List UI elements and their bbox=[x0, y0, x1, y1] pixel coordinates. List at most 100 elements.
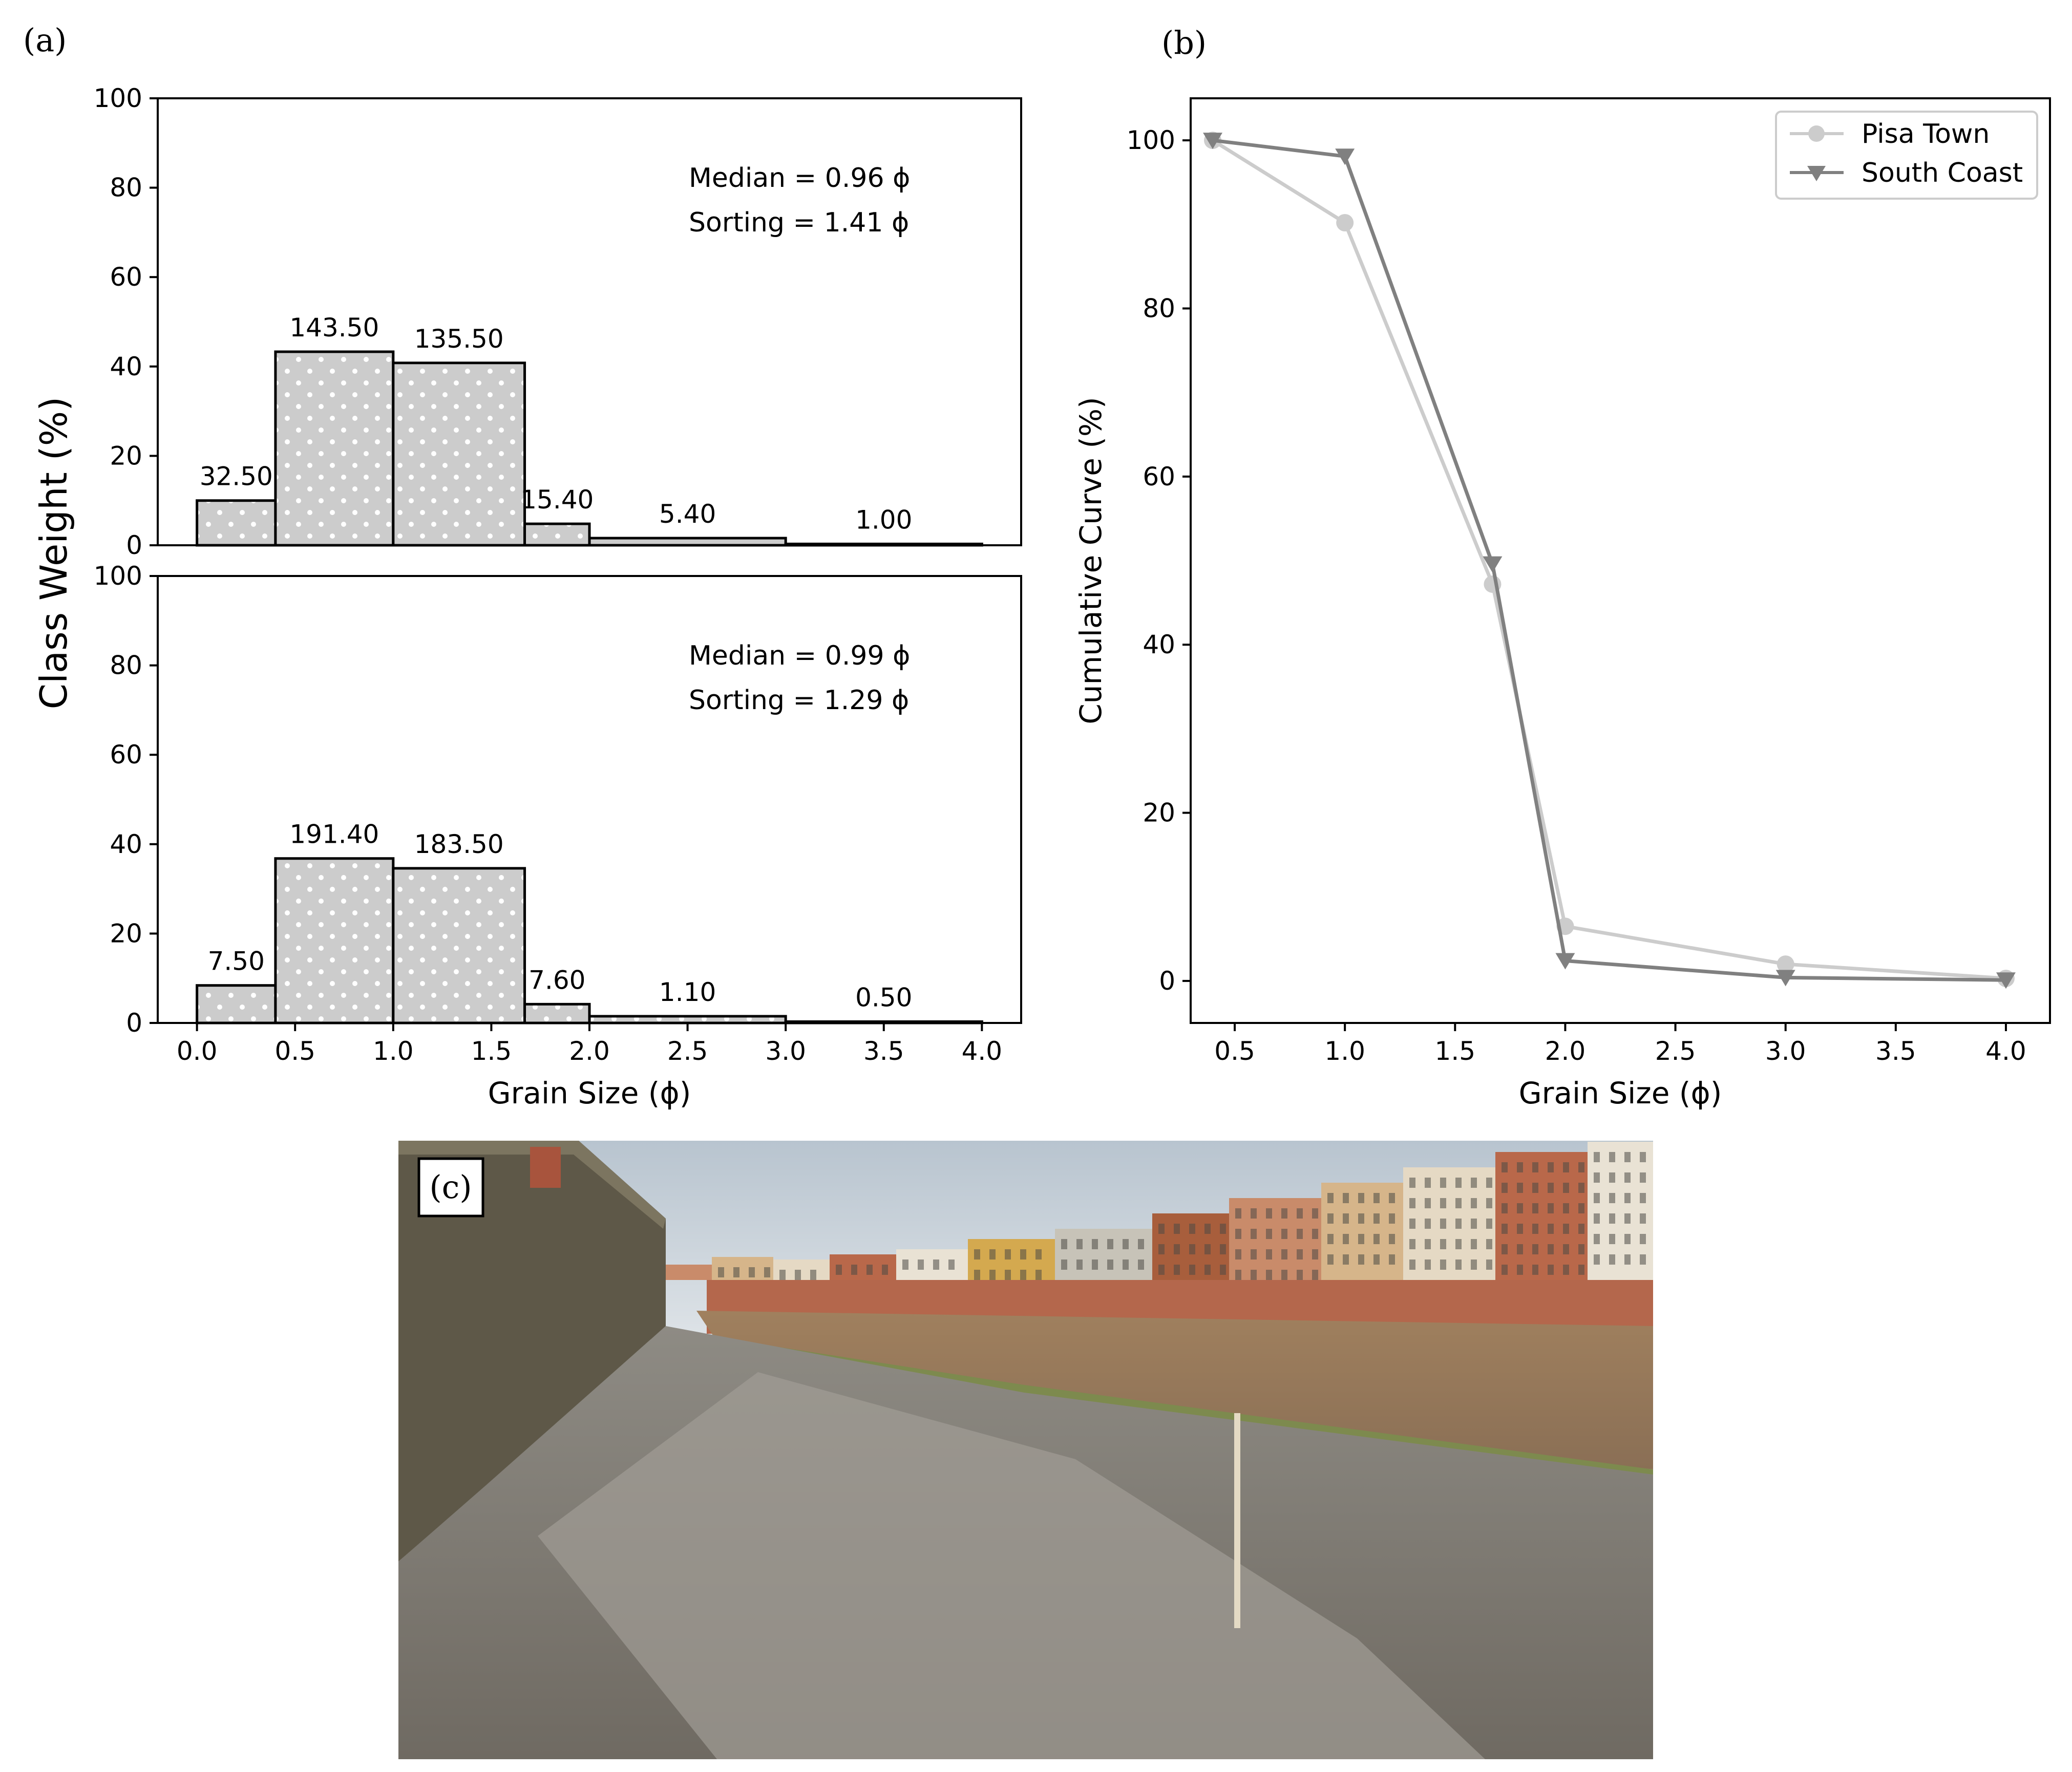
photo-window bbox=[779, 1270, 786, 1280]
histogram-top: 32.50 143.50 135.50 15.40 5.40 1.00 0 20 40 60 80… bbox=[94, 83, 1022, 560]
photo-window bbox=[989, 1249, 996, 1259]
photo-window bbox=[1594, 1213, 1600, 1224]
photo-window bbox=[1389, 1213, 1395, 1224]
photo-window bbox=[1092, 1239, 1098, 1249]
photo-wall bbox=[398, 1141, 666, 1562]
photo-window bbox=[1609, 1152, 1615, 1162]
histogram-bar-outline bbox=[588, 537, 787, 547]
photo-window bbox=[1235, 1249, 1241, 1259]
photo-window bbox=[1578, 1162, 1584, 1172]
photo-window bbox=[1563, 1203, 1569, 1213]
photo-window bbox=[1297, 1249, 1303, 1259]
photo-window bbox=[1609, 1193, 1615, 1203]
photo-window bbox=[1563, 1265, 1569, 1275]
photo-window bbox=[1455, 1239, 1462, 1249]
bar-value-label: 191.40 bbox=[289, 820, 379, 849]
photo-window bbox=[851, 1265, 857, 1275]
photo-window bbox=[1189, 1265, 1195, 1275]
panel-label-c: (c) bbox=[429, 1168, 472, 1206]
photo-window bbox=[1640, 1234, 1646, 1244]
photo-window bbox=[1204, 1265, 1211, 1275]
photo-window bbox=[1281, 1270, 1287, 1280]
photo-window bbox=[1563, 1224, 1569, 1234]
y-tick-label: 100 bbox=[94, 561, 142, 591]
photo-window bbox=[1220, 1244, 1226, 1254]
data-point bbox=[1555, 953, 1575, 970]
photo-window bbox=[1532, 1162, 1538, 1172]
data-point bbox=[1336, 214, 1354, 231]
photo-window bbox=[1578, 1203, 1584, 1213]
photo-window bbox=[1455, 1219, 1462, 1229]
data-point bbox=[1203, 133, 1223, 150]
x-tick-label: 3.0 bbox=[1765, 1036, 1806, 1066]
cumulative-lines bbox=[1203, 132, 2016, 989]
photo-window bbox=[1409, 1219, 1415, 1229]
histogram-bottom-x-ticks: 0.0 0.5 1.0 1.5 2.0 2.5 3.0 3.5 4.0 bbox=[177, 1023, 1002, 1066]
photo-window bbox=[1640, 1213, 1646, 1224]
photo-window bbox=[1343, 1193, 1349, 1203]
photo-window bbox=[1251, 1208, 1257, 1219]
x-tick-label: 1.5 bbox=[471, 1036, 512, 1066]
x-tick-label: 0.5 bbox=[274, 1036, 315, 1066]
median-stat: Median = 0.96 ϕ bbox=[689, 163, 910, 194]
y-tick-label: 0 bbox=[126, 1008, 142, 1038]
photo-buildings bbox=[666, 1142, 1653, 1280]
photo-window bbox=[749, 1267, 755, 1277]
photo-window bbox=[1189, 1224, 1195, 1234]
photo-window bbox=[1358, 1234, 1364, 1244]
x-tick-label: 1.0 bbox=[1324, 1036, 1365, 1066]
y-tick-label: 20 bbox=[1143, 798, 1175, 828]
bar-value-label: 0.50 bbox=[855, 983, 912, 1012]
photo-window bbox=[1563, 1244, 1569, 1254]
y-tick-label: 100 bbox=[1127, 125, 1175, 155]
photo-window bbox=[1174, 1244, 1180, 1254]
photo-window bbox=[1517, 1244, 1523, 1254]
photo-window bbox=[1158, 1244, 1165, 1254]
y-tick-label: 20 bbox=[110, 919, 142, 948]
data-point bbox=[1483, 556, 1503, 573]
histogram-bar-outline bbox=[523, 522, 591, 547]
photo-building bbox=[1495, 1152, 1588, 1280]
photo-window bbox=[1297, 1208, 1303, 1219]
y-tick-label: 60 bbox=[110, 740, 142, 770]
photo-window bbox=[1486, 1219, 1492, 1229]
bar-value-label: 7.50 bbox=[208, 947, 265, 976]
photo-window bbox=[1158, 1265, 1165, 1275]
photo-grass-strip bbox=[676, 1331, 1653, 1480]
photo-window bbox=[974, 1270, 980, 1280]
photo-window bbox=[1251, 1249, 1257, 1259]
photo-window bbox=[1548, 1224, 1554, 1234]
photo-window bbox=[1204, 1244, 1211, 1254]
photo-building bbox=[968, 1239, 1055, 1280]
photo-window bbox=[1609, 1213, 1615, 1224]
bar-value-label: 1.10 bbox=[659, 977, 716, 1007]
x-tick-label: 3.0 bbox=[765, 1036, 806, 1066]
photo-window bbox=[1281, 1249, 1287, 1259]
photo-window bbox=[1624, 1193, 1631, 1203]
y-tick-label: 40 bbox=[110, 829, 142, 859]
photo-window bbox=[1532, 1224, 1538, 1234]
photo-window bbox=[1425, 1239, 1431, 1249]
photo-window bbox=[1312, 1270, 1318, 1280]
photo-window bbox=[1440, 1219, 1446, 1229]
photo-window bbox=[836, 1265, 842, 1275]
photo-window bbox=[1624, 1152, 1631, 1162]
photo-window bbox=[1486, 1198, 1492, 1208]
photo-window bbox=[1174, 1224, 1180, 1234]
photo-window bbox=[1409, 1198, 1415, 1208]
photo-window bbox=[1502, 1183, 1508, 1193]
photo-measuring-stick bbox=[1234, 1413, 1240, 1628]
histogram-bar-outline bbox=[392, 361, 526, 547]
legend-label-south-coast: South Coast bbox=[1862, 158, 2023, 188]
photo-window bbox=[1609, 1254, 1615, 1265]
photo-window bbox=[1624, 1172, 1631, 1183]
bar-value-label: 5.40 bbox=[659, 499, 716, 529]
photo-window bbox=[1609, 1172, 1615, 1183]
photo-window bbox=[1532, 1203, 1538, 1213]
photo-window bbox=[1251, 1229, 1257, 1239]
x-tick-label: 1.0 bbox=[373, 1036, 414, 1066]
photo-window bbox=[1138, 1239, 1144, 1249]
photo-window bbox=[1440, 1198, 1446, 1208]
median-stat: Median = 0.99 ϕ bbox=[689, 641, 910, 671]
photo-window bbox=[1594, 1234, 1600, 1244]
